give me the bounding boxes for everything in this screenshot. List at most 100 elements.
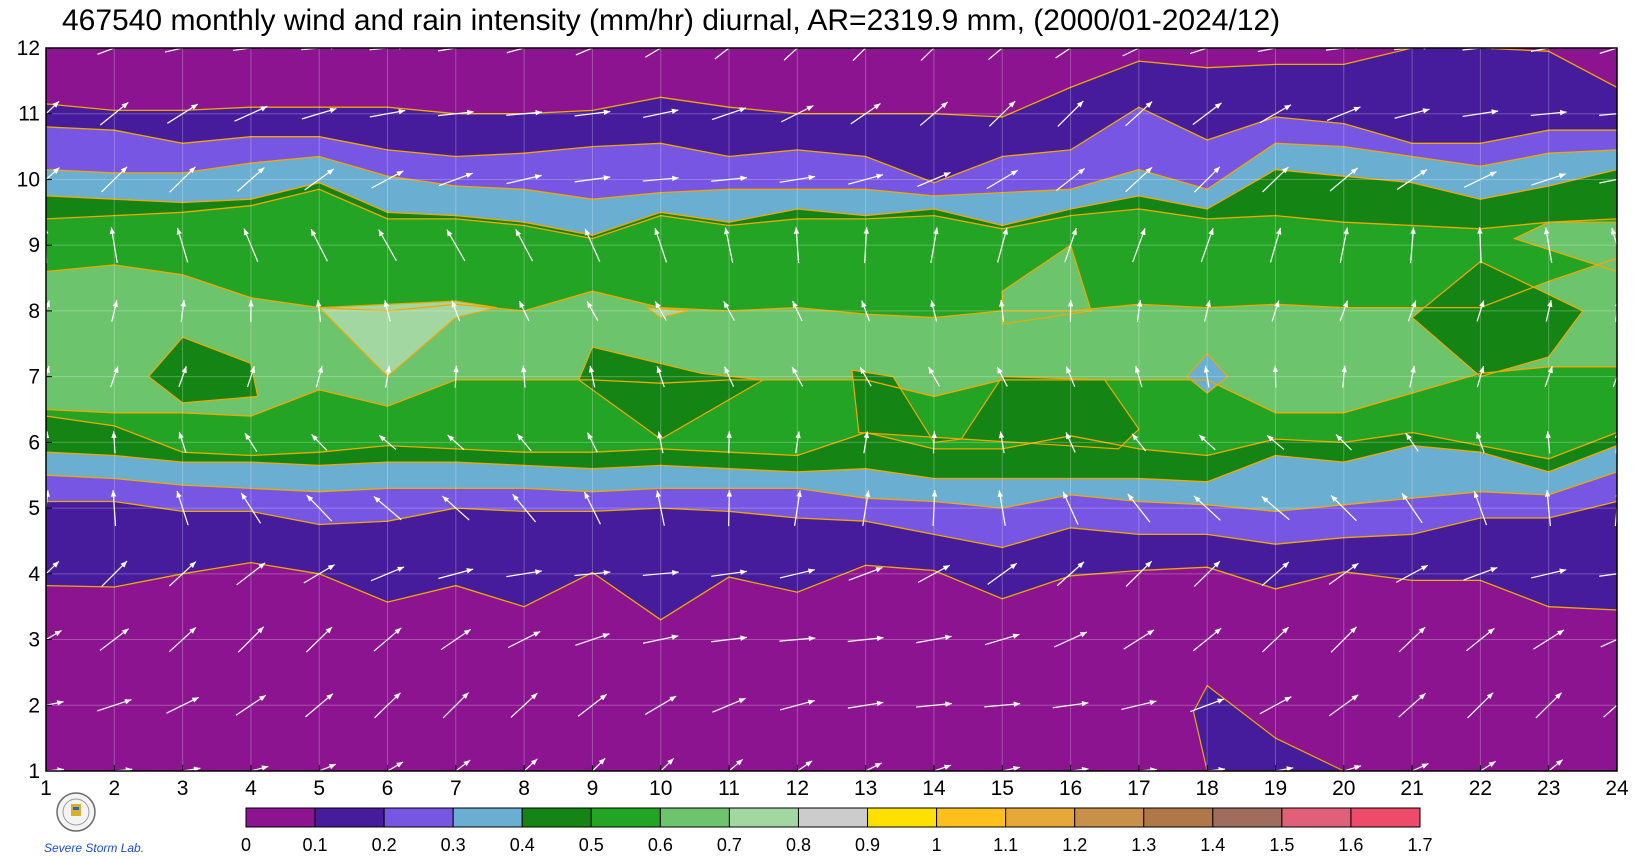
y-tick-label: 9 [28,234,40,257]
wind-arrowhead [306,495,314,502]
colorbar-label: 0.3 [441,835,466,855]
wind-arrowhead [181,366,187,374]
wind-arrowhead [1078,38,1086,44]
colorbar-label: 1.6 [1338,835,1363,855]
contour-b12 [46,500,1618,549]
wind-arrowhead [1012,633,1020,639]
colorbar-label: 0.4 [510,835,535,855]
wind-arrowhead [1488,761,1496,768]
wind-arrowhead [1002,227,1008,235]
logo-text: Severe Storm Lab. [44,841,144,855]
wind-arrowhead [1272,365,1279,373]
wind-arrowhead [1354,765,1362,771]
wind-arrowhead [1623,758,1631,766]
wind-arrowhead [654,228,660,236]
wind-arrowhead [326,693,333,700]
x-tick-label: 5 [313,777,325,800]
y-tick-label: 4 [28,563,40,586]
wind-arrowhead [110,490,117,497]
wind-arrowhead [54,630,62,637]
wind-arrowhead [1350,167,1358,175]
wind-arrowhead [111,431,117,439]
wind-arrowhead [997,490,1004,498]
wind-arrowhead [1611,227,1617,235]
wind-arrowhead [603,175,611,181]
wind-arrowhead [311,229,317,237]
wind-arrowhead [121,628,129,635]
wind-arrowhead [792,300,798,308]
wind-arrowhead [178,431,184,439]
x-tick-label: 9 [587,777,599,800]
colorbar-swatch [245,807,316,828]
wind-arrowhead [1140,228,1146,236]
wind-arrowhead [1193,495,1201,503]
wind-arrowhead [1544,490,1551,497]
wind-arrowhead [943,172,951,178]
wind-arrowhead [188,166,196,174]
wind-arrowhead [1420,169,1428,176]
colorbar-label: 1.4 [1200,835,1225,855]
wind-arrowhead [671,175,679,182]
contour-b45 [45,415,1618,460]
wind-arrowhead [120,561,128,568]
wind-arrowhead [1281,627,1289,634]
wind-arrowhead [999,299,1005,307]
wind-arrowhead [603,109,611,116]
y-tick-label: 6 [28,431,40,454]
wind-arrowhead [726,490,733,497]
wind-arrowhead [928,367,935,375]
wind-arrowhead [863,431,870,439]
colorbar-label: 0.7 [717,835,742,855]
wind-arrowhead [1078,168,1085,175]
wind-arrowhead [397,566,405,572]
wind-arrowhead [1627,41,1635,48]
x-tick-label: 1 [40,777,52,800]
patch-0.4-0.5-d [851,369,1140,450]
wind-arrowhead [1010,170,1018,176]
colorbar-label: 1.7 [1407,835,1432,855]
wind-arrowhead [944,634,952,641]
wind-arrowhead [808,635,816,642]
colorbar-label: 1.2 [1062,835,1087,855]
wind-arrowhead [1559,109,1567,116]
wind-arrowhead [1136,300,1143,307]
wind-arrowhead [671,570,679,576]
wind-arrowhead [1547,366,1553,374]
wind-arrowhead [1276,227,1282,235]
wind-arrowhead [446,229,453,237]
wind-arrowhead [1623,693,1631,700]
wind-arrowhead [861,300,867,308]
wind-arrowhead [876,173,884,180]
wind-arrowhead [1410,365,1416,373]
wind-arrowhead [1267,435,1274,442]
wind-arrowhead [1205,300,1211,308]
wind-arrowhead [1401,493,1408,501]
wind-arrowhead [1421,763,1429,769]
wind-arrowhead [1066,366,1072,374]
colorbar-swatch [797,807,869,828]
wind-arrowhead [52,167,60,174]
wind-arrowhead [317,366,324,373]
wind-arrowhead [1261,496,1269,503]
wind-arrowhead [52,561,59,568]
wind-arrowhead [598,758,606,765]
wind-arrowhead [860,367,866,375]
wind-arrowhead [466,568,474,574]
wind-arrowhead [1213,166,1220,174]
wind-arrowhead [876,700,884,707]
wind-arrowhead [1486,692,1494,700]
wind-arrowhead [602,633,610,639]
wind-arrowhead [463,629,471,636]
plot-frame [45,47,1618,772]
x-tick-label: 8 [518,777,530,800]
colorbar-swatch [1212,807,1283,828]
wind-arrowhead [942,565,950,571]
wind-arrowhead [396,761,404,768]
x-tick-label: 15 [991,777,1014,800]
x-tick-label: 3 [177,777,189,800]
wind-arrowhead [1557,629,1564,636]
x-tick-label: 7 [450,777,462,800]
wind-arrowhead [258,695,266,702]
x-tick-label: 22 [1469,777,1492,800]
wind-arrowhead [1420,565,1428,571]
